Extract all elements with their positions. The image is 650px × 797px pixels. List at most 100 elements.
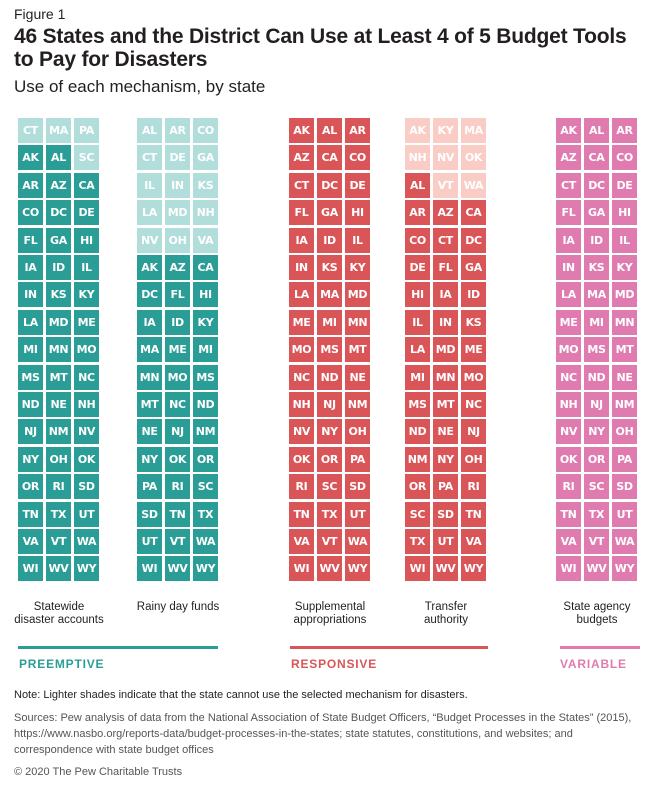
- state-tile-wv: WV: [584, 556, 609, 582]
- state-tile-tn: TN: [461, 501, 486, 527]
- state-tile-fl: FL: [433, 255, 458, 280]
- figure-label: Figure 1: [14, 6, 66, 22]
- state-tile-ri: RI: [46, 474, 71, 500]
- state-tile-tx: TX: [317, 501, 342, 527]
- state-tile-ak: AK: [18, 145, 43, 171]
- state-tile-pa: PA: [74, 118, 99, 143]
- state-tile-nh: NH: [289, 392, 314, 417]
- group-line-variable: [560, 646, 640, 649]
- state-tile-wy: WY: [345, 556, 370, 582]
- state-tile-nv: NV: [74, 419, 99, 445]
- state-tile-ma: MA: [317, 282, 342, 308]
- state-tile-ok: OK: [74, 446, 99, 472]
- state-tile-in: IN: [433, 309, 458, 335]
- state-tile-mo: MO: [165, 364, 190, 390]
- state-tile-va: VA: [289, 529, 314, 554]
- state-tile-ky: KY: [433, 118, 458, 143]
- state-tile-or: OR: [584, 446, 609, 472]
- state-tile-sc: SC: [317, 474, 342, 500]
- state-tile-ms: MS: [18, 364, 43, 390]
- state-tile-ma: MA: [584, 282, 609, 308]
- state-tile-ia: IA: [289, 227, 314, 253]
- state-tile-ri: RI: [461, 474, 486, 500]
- state-tile-ar: AR: [165, 118, 190, 143]
- state-tile-ct: CT: [556, 172, 581, 198]
- state-tile-md: MD: [433, 337, 458, 363]
- state-tile-az: AZ: [165, 255, 190, 280]
- state-tile-ak: AK: [137, 255, 162, 280]
- state-tile-ny: NY: [433, 446, 458, 472]
- state-tile-mi: MI: [584, 309, 609, 335]
- state-tile-az: AZ: [556, 145, 581, 171]
- group-label-preemptive: PREEMPTIVE: [19, 657, 105, 671]
- state-tile-md: MD: [345, 282, 370, 308]
- state-tile-me: ME: [74, 309, 99, 335]
- state-tile-de: DE: [74, 200, 99, 226]
- state-tile-wv: WV: [46, 556, 71, 582]
- state-tile-de: DE: [405, 255, 430, 280]
- state-tile-nc: NC: [74, 364, 99, 390]
- state-tile-mn: MN: [46, 337, 71, 363]
- state-tile-in: IN: [289, 255, 314, 280]
- state-tile-sd: SD: [74, 474, 99, 500]
- group-label-variable: VARIABLE: [560, 657, 627, 671]
- state-tile-ny: NY: [317, 419, 342, 445]
- state-tile-wa: WA: [345, 529, 370, 554]
- state-tile-ut: UT: [345, 501, 370, 527]
- state-tile-ok: OK: [461, 145, 486, 171]
- chart-title: 46 States and the District Can Use at Le…: [14, 25, 627, 71]
- state-tile-ne: NE: [46, 392, 71, 417]
- state-tile-la: LA: [18, 309, 43, 335]
- state-tile-de: DE: [165, 145, 190, 171]
- state-tile-wa: WA: [193, 529, 218, 554]
- state-tile-la: LA: [137, 200, 162, 226]
- state-tile-nh: NH: [556, 392, 581, 417]
- mechanism-label: Rainy day funds: [136, 601, 220, 613]
- state-tile-mt: MT: [612, 337, 637, 363]
- state-tile-de: DE: [345, 172, 370, 198]
- state-tile-ar: AR: [405, 200, 430, 226]
- state-tile-md: MD: [612, 282, 637, 308]
- state-tile-nm: NM: [193, 419, 218, 445]
- state-tile-hi: HI: [193, 282, 218, 308]
- state-tile-ky: KY: [74, 282, 99, 308]
- state-tile-ma: MA: [46, 118, 71, 143]
- state-tile-ok: OK: [165, 446, 190, 472]
- state-tile-ks: KS: [193, 172, 218, 198]
- state-tile-mn: MN: [345, 309, 370, 335]
- state-tile-tx: TX: [405, 529, 430, 554]
- state-tile-ar: AR: [612, 118, 637, 143]
- state-tile-ca: CA: [74, 172, 99, 198]
- state-tile-ar: AR: [345, 118, 370, 143]
- state-tile-az: AZ: [46, 172, 71, 198]
- state-tile-nd: ND: [405, 419, 430, 445]
- state-tile-ca: CA: [584, 145, 609, 171]
- state-tile-ky: KY: [345, 255, 370, 280]
- state-tile-wv: WV: [317, 556, 342, 582]
- state-tile-il: IL: [74, 255, 99, 280]
- state-tile-ct: CT: [18, 118, 43, 143]
- state-tile-or: OR: [193, 446, 218, 472]
- state-tile-in: IN: [18, 282, 43, 308]
- state-tile-md: MD: [165, 200, 190, 226]
- state-tile-sc: SC: [584, 474, 609, 500]
- state-tile-ut: UT: [137, 529, 162, 554]
- state-tile-vt: VT: [584, 529, 609, 554]
- state-tile-wa: WA: [74, 529, 99, 554]
- state-tile-ca: CA: [193, 255, 218, 280]
- mechanism-label: Supplemental appropriations: [293, 601, 367, 626]
- state-tile-hi: HI: [74, 227, 99, 253]
- sources: Sources: Pew analysis of data from the N…: [14, 712, 632, 756]
- state-tile-wi: WI: [137, 556, 162, 582]
- state-tile-hi: HI: [612, 200, 637, 226]
- state-tile-fl: FL: [165, 282, 190, 308]
- state-tile-nh: NH: [74, 392, 99, 417]
- state-tile-mn: MN: [433, 364, 458, 390]
- state-tile-la: LA: [289, 282, 314, 308]
- mechanism-label: State agency budgets: [563, 601, 631, 626]
- state-tile-ct: CT: [433, 227, 458, 253]
- state-tile-ak: AK: [289, 118, 314, 143]
- state-tile-mt: MT: [137, 392, 162, 417]
- state-tile-in: IN: [556, 255, 581, 280]
- state-tile-dc: DC: [317, 172, 342, 198]
